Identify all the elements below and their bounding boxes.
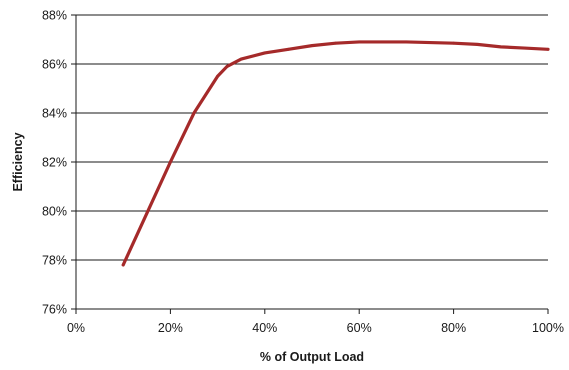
- y-tick-label: 88%: [42, 9, 67, 23]
- data-point: [169, 160, 172, 164]
- data-point: [192, 111, 196, 115]
- series-layer: [121, 40, 550, 267]
- y-tick-label: 80%: [42, 205, 67, 219]
- data-point: [310, 44, 314, 48]
- data-point: [381, 40, 385, 44]
- data-point: [546, 47, 550, 51]
- data-point: [121, 263, 125, 267]
- axes: [71, 14, 549, 314]
- x-tick-label: 100%: [532, 321, 564, 335]
- y-tick-label: 82%: [42, 156, 67, 170]
- data-point: [405, 40, 408, 44]
- y-axis-title: Efficiency: [11, 132, 25, 191]
- x-axis-title: % of Output Load: [260, 350, 364, 364]
- data-point: [452, 41, 455, 45]
- data-point: [239, 57, 243, 61]
- data-point: [263, 51, 267, 55]
- y-tick-label: 78%: [42, 254, 67, 268]
- data-point: [499, 45, 503, 49]
- x-tick-label: 60%: [347, 321, 372, 335]
- series-line: [121, 40, 550, 267]
- x-tick-label: 20%: [158, 321, 183, 335]
- data-point: [523, 46, 526, 50]
- y-tick-label: 76%: [42, 303, 67, 317]
- x-tick-label: 80%: [441, 321, 466, 335]
- y-tick-label: 86%: [42, 58, 67, 72]
- x-tick-label: 40%: [252, 321, 277, 335]
- data-point: [357, 40, 361, 44]
- tick-labels: 76% 78% 80% 82% 84% 86% 88% 0% 20% 40% 60% 80% 100%: [42, 9, 564, 336]
- data-point: [145, 212, 149, 215]
- data-point: [334, 41, 337, 45]
- data-point: [216, 74, 220, 78]
- x-tick-label: 0%: [67, 321, 85, 335]
- data-point: [225, 65, 229, 68]
- data-point: [475, 43, 479, 46]
- data-point: [287, 47, 290, 51]
- gridlines: [76, 14, 548, 310]
- y-tick-label: 84%: [42, 107, 67, 121]
